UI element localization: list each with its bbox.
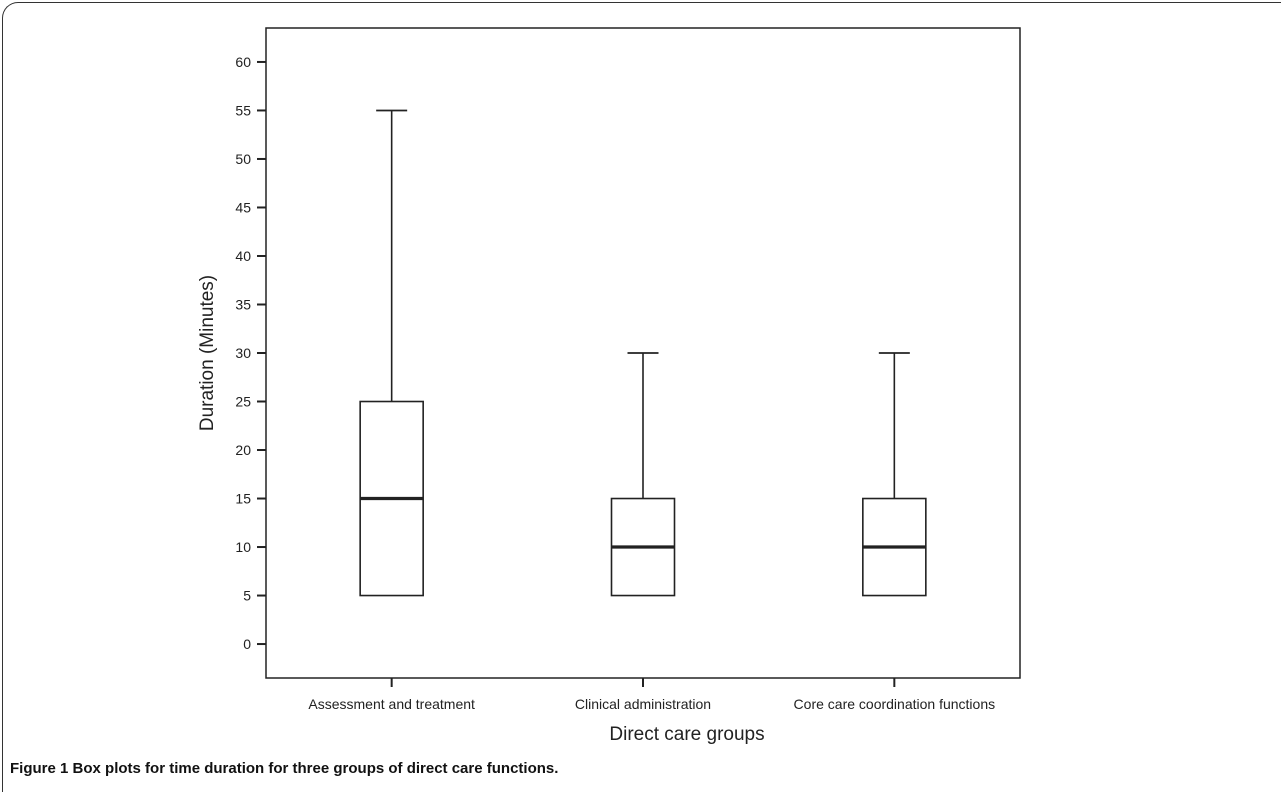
y-tick-label-55: 55 — [235, 102, 251, 118]
y-tick-label-25: 25 — [235, 394, 251, 410]
y-tick-label-20: 20 — [235, 442, 251, 458]
y-tick-label-45: 45 — [235, 199, 251, 215]
y-tick-label-60: 60 — [235, 54, 251, 70]
y-tick-label-40: 40 — [235, 248, 251, 264]
y-tick-label-0: 0 — [243, 636, 251, 652]
box-plot-chart: 0 5 10 15 20 25 30 35 40 45 50 55 60 Assessment and … — [197, 27, 1021, 745]
box-2 — [610, 352, 676, 597]
y-axis-title: Duration (Minutes) — [197, 275, 218, 431]
y-tick-label-10: 10 — [235, 539, 251, 555]
y-tick-label-50: 50 — [235, 151, 251, 167]
y-tick-label-35: 35 — [235, 296, 251, 312]
box-1 — [359, 109, 424, 597]
boxes — [359, 109, 927, 597]
x-tick-label-3: Core care coordination functions — [794, 696, 996, 712]
y-tick-label-5: 5 — [243, 588, 251, 604]
y-axis: 0 5 10 15 20 25 30 35 40 45 50 55 60 — [235, 54, 266, 652]
x-tick-label-2: Clinical administration — [575, 696, 711, 712]
box-3 — [862, 352, 927, 597]
figure-caption-label: Figure 1 — [10, 760, 69, 777]
x-axis: Assessment and treatment Clinical adminis… — [308, 678, 995, 712]
figure-caption-text: Box plots for time duration for three gr… — [72, 760, 559, 777]
figure-caption: Figure 1 Box plots for time duration for… — [10, 760, 558, 777]
y-tick-label-30: 30 — [235, 345, 251, 361]
x-axis-title: Direct care groups — [609, 724, 764, 745]
y-tick-label-15: 15 — [235, 491, 251, 507]
x-tick-label-1: Assessment and treatment — [308, 696, 475, 712]
